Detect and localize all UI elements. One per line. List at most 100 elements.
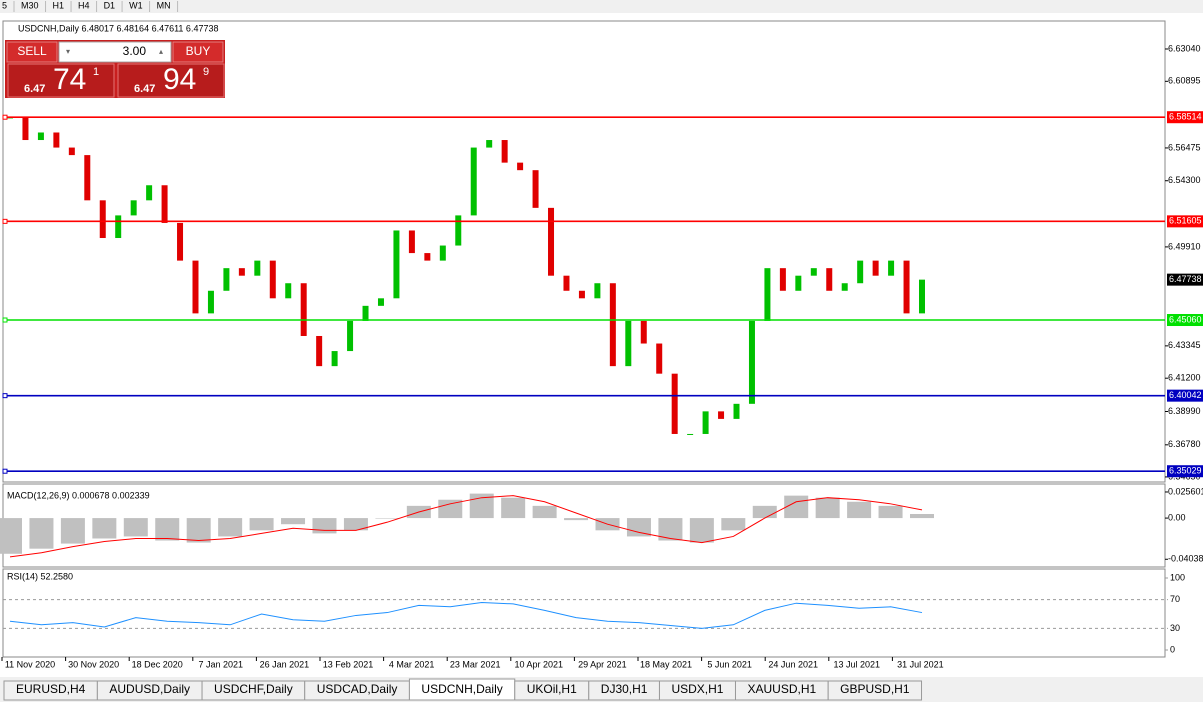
level-label-bg <box>1167 314 1203 327</box>
candle <box>718 411 725 419</box>
timeframe-button[interactable]: H4 <box>78 0 90 10</box>
x-tick-label: 4 Mar 2021 <box>389 659 435 669</box>
price-box[interactable] <box>7 63 115 98</box>
candle <box>84 155 91 201</box>
buy-button[interactable] <box>172 41 224 63</box>
tab-label[interactable]: USDCHF,Daily <box>214 682 293 696</box>
candle <box>640 320 647 344</box>
y-tick-label: 6.56475 <box>1168 142 1201 152</box>
candle <box>53 132 60 148</box>
macd-bar <box>123 518 148 537</box>
candle <box>470 147 477 216</box>
level-handle <box>2 114 8 120</box>
level-label: 6.58514 <box>1169 112 1202 122</box>
tab-label[interactable]: USDX,H1 <box>671 682 723 696</box>
lot-down: ▾ <box>66 47 70 56</box>
macd-bar <box>689 518 714 543</box>
y-tick-label: 6.38990 <box>1168 406 1201 416</box>
macd-bar <box>249 518 274 531</box>
macd-bar <box>186 518 211 543</box>
candle <box>37 132 44 141</box>
level-label: 6.40042 <box>1169 390 1202 400</box>
level-label-bg <box>1167 111 1203 124</box>
tab-label[interactable]: UKOil,H1 <box>527 682 577 696</box>
level-handle <box>2 317 8 323</box>
price-box[interactable] <box>117 63 225 98</box>
y-tick-label: 6.54300 <box>1168 175 1201 185</box>
macd-bar <box>312 518 337 534</box>
toolbar <box>0 0 1203 13</box>
candle <box>300 283 307 336</box>
macd-bar <box>752 505 777 519</box>
x-tick-label: 5 Jun 2021 <box>707 659 752 669</box>
macd-bar <box>60 518 85 544</box>
sell-button[interactable] <box>6 41 58 63</box>
candle <box>68 147 75 156</box>
x-tick-label: 18 Dec 2020 <box>132 659 183 669</box>
y-tick-label: 0.025601 <box>1168 486 1203 496</box>
candle <box>919 279 925 314</box>
tab-label[interactable]: XAUUSD,H1 <box>747 682 816 696</box>
tab[interactable] <box>827 680 923 701</box>
x-tick-label: 29 Apr 2021 <box>578 659 627 669</box>
candle <box>609 283 616 367</box>
candle <box>841 283 848 291</box>
tab-label[interactable]: USDCAD,Daily <box>317 682 398 696</box>
timeframe-button[interactable]: W1 <box>129 0 143 10</box>
level-label-bg <box>1167 389 1203 402</box>
macd-bar <box>815 497 840 519</box>
candle <box>146 185 153 201</box>
sell-label: SELL <box>17 44 47 58</box>
rsi-panel <box>2 568 1166 658</box>
candle <box>377 298 384 306</box>
candle <box>408 230 415 254</box>
y-tick-label: 6.43345 <box>1168 340 1201 350</box>
y-tick-label: 0.00 <box>1168 512 1186 522</box>
tab-label[interactable]: USDCNH,Daily <box>421 682 502 696</box>
candle <box>888 260 895 276</box>
tab-label[interactable]: DJ30,H1 <box>601 682 648 696</box>
tab-label[interactable]: GBPUSD,H1 <box>840 682 910 696</box>
candle <box>764 268 771 321</box>
y-tick-label: -0.040380 <box>1168 554 1203 564</box>
price-big: 94 <box>163 63 196 96</box>
macd-bar <box>155 518 180 541</box>
candle <box>316 335 323 367</box>
level-label-bg <box>1167 465 1203 478</box>
timeframe-button[interactable]: D1 <box>104 0 116 10</box>
lot-value[interactable]: 3.00 <box>123 44 147 58</box>
candle <box>903 260 910 314</box>
last-price: 6.47738 <box>1169 274 1202 284</box>
timeframe-button[interactable]: 5 <box>2 0 7 10</box>
price-tail: 9 <box>203 66 209 78</box>
candle <box>269 260 276 299</box>
lot-field[interactable] <box>58 41 172 63</box>
candle <box>779 268 786 291</box>
y-tick-label: 100 <box>1170 572 1185 582</box>
y-tick-label: 6.60895 <box>1168 76 1201 86</box>
x-tick-label: 18 May 2021 <box>640 659 692 669</box>
y-tick-label: 6.41200 <box>1168 373 1201 383</box>
candle <box>347 320 354 352</box>
indicator-title: RSI(14) 52.2580 <box>7 571 73 581</box>
level-handle <box>2 468 8 474</box>
candle <box>532 170 539 208</box>
timeframe-button[interactable]: MN <box>157 0 171 10</box>
candle <box>872 260 879 276</box>
macd-bar <box>847 501 872 519</box>
candle <box>625 320 632 367</box>
x-tick-label: 31 Jul 2021 <box>897 659 944 669</box>
main-panel <box>2 20 1166 483</box>
candle <box>439 245 446 261</box>
candle <box>501 140 508 163</box>
timeframe-button[interactable]: H1 <box>53 0 65 10</box>
candle <box>99 200 106 239</box>
tab-label[interactable]: EURUSD,H4 <box>16 682 86 696</box>
candle <box>331 351 338 367</box>
tab-label[interactable]: AUDUSD,Daily <box>109 682 190 696</box>
timeframe-button[interactable]: M30 <box>21 0 39 10</box>
macd-bar <box>784 495 809 519</box>
indicator-title: MACD(12,26,9) 0.000678 0.002339 <box>7 490 150 500</box>
candle <box>578 290 585 299</box>
